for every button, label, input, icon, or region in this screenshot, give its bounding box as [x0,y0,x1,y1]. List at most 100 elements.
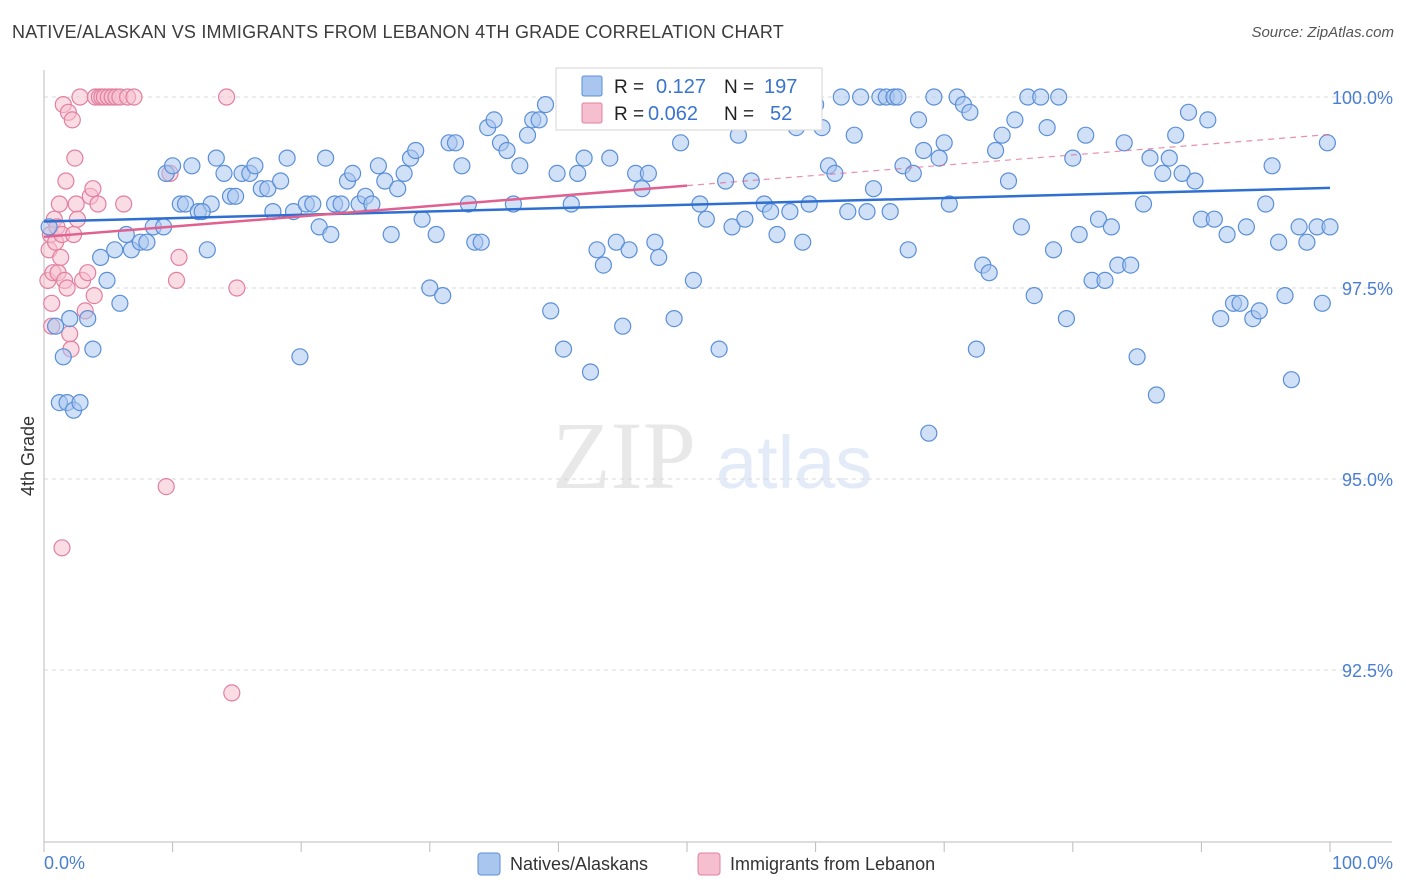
point-blue-128 [858,203,876,221]
point-pink-23 [68,210,87,228]
point-blue-195 [1269,233,1288,251]
point-blue-83 [569,164,587,182]
point-blue-32 [246,157,264,175]
point-blue-172 [1122,256,1140,274]
point-blue-24 [198,241,216,259]
y-tick-labels: 100.0% 97.5% 95.0% 92.5% [1332,88,1393,681]
point-blue-101 [684,271,703,289]
point-blue-10 [106,241,124,259]
point-blue-134 [889,88,907,106]
watermark-zip: ZIP [552,402,696,509]
point-blue-103 [697,210,715,228]
point-blue-8 [91,248,110,266]
stats-r-label-blue: R = [614,77,644,98]
point-blue-180 [1173,164,1191,182]
trend-line-immigrants-from-lebanon [43,184,688,239]
point-blue-107 [723,218,741,236]
point-blue-19 [164,157,182,175]
point-blue-189 [1231,294,1249,312]
point-blue-168 [1096,271,1114,289]
point-blue-187 [1218,225,1236,244]
point-blue-85 [581,363,600,381]
point-blue-129 [864,180,883,198]
watermark-atlas: atlas [716,421,872,504]
point-blue-90 [614,317,632,335]
axes [43,70,1392,843]
point-blue-116 [781,203,799,221]
chart-source: Source: ZipAtlas.com [1251,24,1394,41]
point-pink-32 [89,195,107,213]
point-pink-10 [52,248,70,266]
x-tick-label-min: 0.0% [44,853,85,873]
point-blue-132 [881,203,899,221]
point-blue-98 [665,310,683,328]
point-blue-9 [98,271,116,289]
point-blue-56 [395,164,413,182]
stats-n-label-pink: N = [724,104,754,125]
legend: Natives/Alaskans Immigrants from Lebanon [477,852,935,876]
point-blue-162 [1057,310,1076,328]
point-blue-153 [999,172,1018,190]
point-blue-44 [322,225,340,244]
point-blue-137 [904,164,922,182]
point-blue-190 [1237,218,1256,236]
point-blue-139 [914,141,933,160]
point-blue-75 [518,126,537,144]
point-pink-50 [53,539,71,557]
x-ticks [43,842,1331,852]
point-blue-125 [839,203,857,221]
point-blue-124 [832,88,850,106]
point-blue-95 [646,233,664,251]
point-blue-198 [1290,218,1308,236]
point-blue-74 [511,157,529,175]
point-pink-17 [61,325,79,343]
point-blue-194 [1263,157,1281,175]
point-blue-205 [61,310,79,328]
point-blue-177 [1154,164,1172,182]
y-tick-label-2: 95.0% [1342,470,1393,490]
point-blue-113 [761,203,780,221]
point-blue-178 [1160,149,1178,167]
y-tick-label-3: 92.5% [1342,661,1393,681]
point-blue-39 [291,348,309,366]
legend-swatch-natives-alaskans [477,852,501,876]
point-blue-138 [909,111,928,129]
point-blue-199 [1298,233,1316,251]
chart-title: NATIVE/ALASKAN VS IMMIGRANTS FROM LEBANO… [12,22,784,42]
point-blue-80 [548,164,566,182]
x-tick-label-max: 100.0% [1332,853,1393,873]
point-blue-127 [851,88,870,106]
legend-label-natives-alaskans: Natives/Alaskans [510,854,648,874]
point-blue-82 [562,195,580,213]
point-blue-6 [79,310,97,328]
point-blue-152 [993,126,1011,144]
point-blue-179 [1167,126,1185,144]
point-blue-119 [800,195,818,213]
point-pink-21 [66,149,84,167]
y-axis-title: 4th Grade [18,416,38,496]
point-blue-181 [1179,103,1198,121]
point-pink-27 [79,264,97,282]
point-pink-46 [170,248,188,266]
point-blue-37 [278,149,296,167]
point-pink-9 [50,195,69,213]
watermark: ZIP atlas [552,402,872,509]
point-blue-196 [1276,287,1294,305]
point-blue-21 [176,195,195,213]
point-blue-143 [935,134,953,152]
point-pink-24 [71,88,89,106]
point-pink-29 [84,180,102,198]
point-blue-206 [193,203,211,221]
point-blue-60 [421,279,439,297]
point-blue-77 [530,111,548,129]
point-blue-11 [111,294,129,312]
point-blue-171 [1115,134,1133,152]
point-blue-148 [967,340,986,358]
point-blue-36 [272,172,290,190]
point-pink-15 [58,279,76,297]
point-blue-136 [899,241,917,259]
point-pink-22 [67,195,85,213]
point-blue-64 [446,134,465,152]
point-pink-45 [167,271,186,289]
